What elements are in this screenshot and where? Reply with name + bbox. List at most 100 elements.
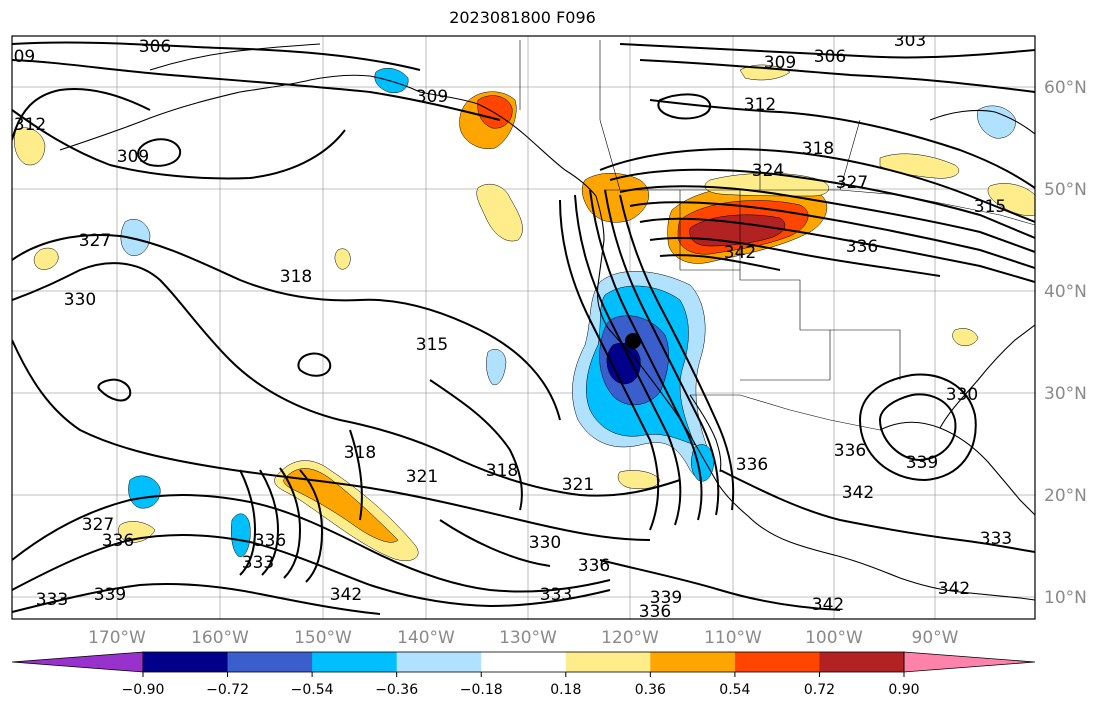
colorbar-segments	[11, 651, 1036, 673]
map-content: 306 309 312 309 309 306 309 303 312 318 324 327 315 3…	[3, 36, 1035, 619]
contour-label: 342	[938, 579, 970, 599]
contour-321	[12, 262, 681, 497]
colorbar-labels: −0.90 −0.72 −0.54 −0.36 −0.18 0.18 0.36 0.54 0.7…	[122, 672, 920, 698]
colorbar-segment	[565, 652, 651, 672]
negative-blob-hudson	[977, 105, 1016, 139]
contour-318-central	[429, 379, 523, 511]
contour-318	[599, 148, 1035, 223]
coastline-west-north-america	[595, 195, 839, 557]
contour-330-east	[439, 519, 551, 567]
colorbar-segment	[312, 652, 398, 672]
coastline-gulf-mexico	[879, 421, 1035, 516]
positive-blob-far-west	[14, 127, 46, 166]
contour-label: 309	[416, 87, 448, 107]
contour-label: 336	[834, 441, 866, 461]
latitude-ticks: 60°N 50°N 40°N 30°N 20°N 10°N	[1044, 78, 1087, 608]
contour-trough-1	[574, 194, 682, 526]
positive-blob-east	[987, 183, 1035, 216]
contour-label: 306	[814, 47, 846, 67]
contour-closed-1	[97, 378, 132, 402]
contour-label: 324	[752, 161, 784, 181]
colorbar-segment	[481, 652, 567, 672]
map-frame	[11, 35, 1036, 620]
lat-tick: 10°N	[1044, 588, 1087, 608]
contour-label: 327	[79, 231, 111, 251]
contour-336-east	[599, 559, 841, 611]
contour-label: 312	[14, 115, 46, 135]
negative-blob-west	[120, 219, 151, 256]
contour-label: 336	[736, 455, 768, 475]
contour-327	[619, 185, 1035, 253]
contour-324	[609, 168, 1035, 239]
contour-label: 342	[842, 483, 874, 503]
contour-label: 333	[540, 585, 572, 605]
positive-blob-small-3	[952, 328, 979, 346]
contour-subtropical-3	[279, 467, 302, 579]
border-us-states	[679, 190, 901, 381]
colorbar-segment	[650, 652, 736, 672]
contour-339-south	[12, 583, 381, 615]
colorbar-tick-label: 0.90	[888, 682, 919, 698]
contour-label: 339	[94, 585, 126, 605]
contour-309-nw	[12, 59, 501, 121]
contour-309-ne	[639, 59, 1035, 93]
colorbar-segment	[819, 652, 905, 672]
contour-342	[659, 254, 781, 271]
border-us-mexico	[690, 394, 881, 431]
lat-tick: 60°N	[1044, 78, 1087, 98]
contour-label: 309	[764, 53, 796, 73]
contour-label: 339	[906, 453, 938, 473]
contour-label: 318	[344, 443, 376, 463]
colorbar-segment	[143, 652, 229, 672]
contour-label: 336	[254, 531, 286, 551]
negative-blob-bering	[374, 67, 409, 94]
lon-tick: 110°W	[704, 628, 762, 648]
height-contours	[12, 41, 1035, 615]
coastline-central-america	[837, 555, 1035, 601]
border-alaska-canada	[519, 40, 601, 120]
contour-closed-2	[297, 352, 332, 377]
coastlines	[59, 43, 1035, 601]
positive-blob-alaska-core	[477, 95, 513, 129]
lat-tick: 40°N	[1044, 282, 1087, 302]
contour-trough-west	[559, 199, 660, 531]
negative-blob-south	[128, 475, 161, 509]
contour-subtropical-2	[259, 469, 280, 576]
contour-label: 342	[330, 585, 362, 605]
contour-333	[639, 217, 1035, 283]
contour-label: 336	[846, 237, 878, 257]
contour-333-south	[12, 533, 611, 608]
colorbar-tick-label: −0.54	[291, 682, 334, 698]
contour-subtropical-1	[239, 469, 257, 576]
contour-318-south	[349, 429, 363, 521]
colorbar: −0.90 −0.72 −0.54 −0.36 −0.18 0.18 0.36 0.54 0.7…	[11, 651, 1036, 698]
contour-label: 309	[117, 147, 149, 167]
location-marker	[625, 333, 641, 349]
coastline-baja	[689, 394, 722, 473]
contour-subtropical-4	[299, 469, 324, 583]
contour-label: 315	[974, 197, 1006, 217]
lon-tick: 160°W	[191, 628, 249, 648]
map-background	[12, 36, 1035, 619]
negative-blob-pacific	[486, 349, 507, 386]
contour-label: 309	[3, 47, 35, 67]
border-us-canada	[604, 189, 1035, 226]
contour-label: 318	[802, 139, 834, 159]
lon-tick: 120°W	[601, 628, 659, 648]
contour-312-ne	[649, 99, 1035, 189]
contour-label: 333	[980, 529, 1012, 549]
contour-306-ne	[619, 43, 1035, 59]
coastline-alaska-south	[59, 74, 597, 197]
colorbar-outline	[142, 651, 905, 673]
contour-label: 321	[406, 467, 438, 487]
lon-tick: 90°W	[912, 628, 959, 648]
contour-trough-3	[604, 189, 720, 516]
negative-blob-hawaii	[231, 513, 251, 557]
colorbar-segment	[734, 652, 820, 672]
contour-label: 315	[416, 335, 448, 355]
positive-blob-rockies-core	[689, 214, 786, 247]
colorbar-tick-label: −0.36	[375, 682, 418, 698]
contour-label: 327	[836, 173, 868, 193]
coastline-southeast-us	[939, 324, 1035, 429]
